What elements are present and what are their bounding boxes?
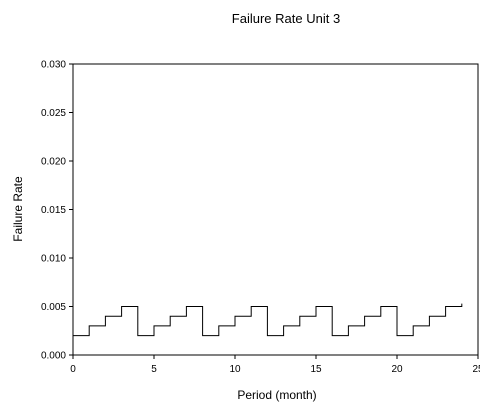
y-tick-label: 0.025 — [41, 108, 66, 119]
failure-rate-series-line — [73, 303, 463, 337]
x-tick-label: 5 — [151, 364, 157, 375]
x-tick-label: 10 — [229, 364, 241, 375]
y-axis-title: Failure Rate — [11, 176, 25, 242]
y-tick-label: 0.015 — [41, 205, 66, 216]
y-tick-label: 0.020 — [41, 157, 66, 168]
x-axis-title: Period (month) — [237, 388, 316, 402]
chart-title: Failure Rate Unit 3 — [232, 11, 340, 26]
y-tick-label: 0.005 — [41, 302, 66, 313]
x-tick-label: 20 — [391, 364, 403, 375]
x-tick-label: 0 — [70, 364, 76, 375]
y-tick-label: 0.030 — [41, 60, 66, 71]
y-tick-label: 0.010 — [41, 254, 66, 265]
y-axis-ticks: 0.000 0.005 0.010 0.015 0.020 0.025 0.030 — [41, 60, 73, 362]
x-tick-label: 15 — [310, 364, 322, 375]
x-axis-ticks: 0 5 10 15 20 25 — [70, 355, 480, 375]
x-tick-label: 25 — [472, 364, 480, 375]
y-tick-label: 0.000 — [41, 351, 66, 362]
plot-area-frame — [72, 63, 479, 356]
